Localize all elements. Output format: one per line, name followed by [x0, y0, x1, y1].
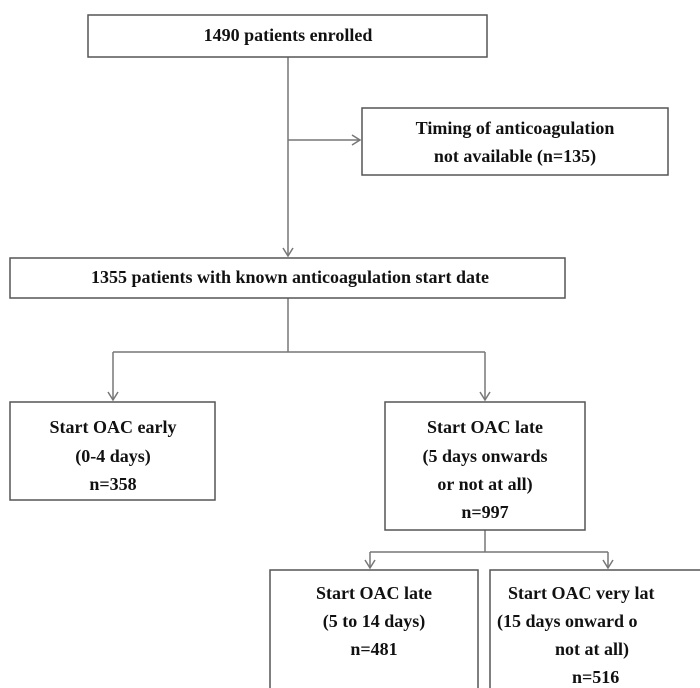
node-text: Start OAC early	[50, 417, 177, 437]
node: Start OAC early (0-4 days) n=358	[9, 401, 216, 501]
node-text: Start OAC very lat	[508, 583, 654, 603]
node-text: Start OAC late	[316, 583, 432, 603]
node-text: n=358	[89, 474, 136, 494]
node: Timing of anticoagulation not available (…	[361, 107, 669, 176]
node: Start OAC very lat (15 days onward o not a…	[489, 569, 700, 688]
node-box	[384, 401, 586, 531]
node: 1355 patients with known anticoagulation…	[9, 257, 566, 299]
node-text: n=516	[572, 667, 619, 687]
node-box	[9, 257, 566, 299]
boxes: 1490 patients enrolled Timing of anticoag…	[9, 14, 700, 688]
node-text: or not at all)	[437, 474, 532, 495]
node-text: not available (n=135)	[434, 146, 596, 167]
node-text: Start OAC late	[427, 417, 543, 437]
node-box	[361, 107, 669, 176]
node-box	[87, 14, 488, 58]
node-text: 1490 patients enrolled	[204, 25, 373, 45]
node-box	[489, 569, 700, 688]
node-text: (15 days onward o	[497, 611, 638, 632]
connectors	[107, 57, 614, 570]
node-text: 1355 patients with known anticoagulation…	[91, 267, 489, 287]
node: Start OAC late (5 days onwards or not at a…	[384, 401, 586, 531]
node-text: (5 to 14 days)	[323, 611, 426, 632]
node: Start OAC late (5 to 14 days) n=481	[269, 569, 479, 688]
node-text: n=481	[350, 639, 397, 659]
node-text: (0-4 days)	[75, 446, 151, 467]
node-text: (5 days onwards	[422, 446, 547, 467]
node-text: Timing of anticoagulation	[416, 118, 615, 138]
node-text: n=997	[461, 502, 508, 522]
node: 1490 patients enrolled	[87, 14, 488, 58]
node-box	[9, 401, 216, 501]
node-text: not at all)	[555, 639, 629, 660]
node-box	[269, 569, 479, 688]
